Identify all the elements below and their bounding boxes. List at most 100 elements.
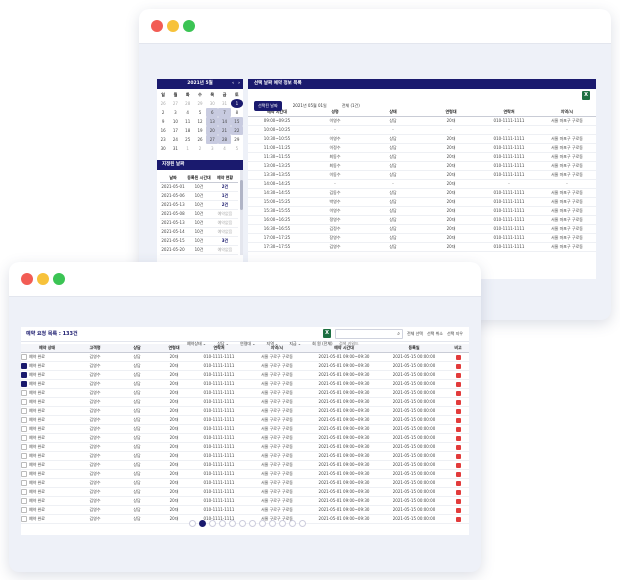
filter-member[interactable]: 회 원 (전체) (312, 341, 333, 346)
calendar-day[interactable]: 26 (197, 137, 203, 142)
page-dot[interactable] (288, 520, 296, 527)
delete-icon[interactable] (455, 507, 461, 513)
search-input[interactable] (336, 340, 391, 347)
table-row[interactable]: 2021-05-08 10건 예약없음 (160, 209, 238, 219)
delete-icon[interactable] (455, 462, 461, 468)
excel-icon[interactable]: X (582, 91, 590, 100)
row-checkbox[interactable] (21, 453, 27, 459)
delete-icon[interactable] (455, 372, 461, 378)
table-row[interactable]: 예약 완료 김영수 상담 20대 010-1111-1111 서울 구로구 구로동 2021… (21, 469, 469, 479)
calendar-day[interactable]: 29 (197, 101, 203, 106)
calendar-day[interactable]: 11 (185, 119, 191, 124)
calendar-day[interactable]: 31 (172, 146, 178, 151)
chevron-down-icon[interactable]: ⌄ (252, 341, 256, 346)
chevron-left-icon[interactable]: ‹ (232, 81, 234, 86)
table-row[interactable]: 예약 완료 김영수 상담 20대 010-1111-1111 서울 구로구 구로동 2021… (21, 424, 469, 434)
chevron-right-icon[interactable]: › (238, 81, 240, 86)
page-dot[interactable] (268, 520, 276, 527)
delete-icon[interactable] (455, 381, 461, 387)
table-row[interactable]: 13:30~13:55 이동수 상담 20대 010-1111-1111 서울 마포구 구… (248, 170, 596, 180)
delete-selection-button[interactable]: 선택 지우 (447, 331, 463, 336)
close-dot-icon[interactable] (21, 273, 33, 285)
table-row[interactable]: 2021-05-15 10건 3건 (160, 236, 238, 246)
calendar-day[interactable]: 23 (160, 137, 166, 142)
calendar-day[interactable]: 16 (160, 128, 166, 133)
row-checkbox[interactable] (21, 372, 27, 378)
table-row[interactable]: 예약 완료 김영수 상담 20대 010-1111-1111 서울 구로구 구로동 2021… (21, 433, 469, 443)
delete-icon[interactable] (455, 354, 461, 360)
calendar-day[interactable]: 8 (235, 110, 239, 115)
calendar-day[interactable]: 17 (172, 128, 178, 133)
delete-icon[interactable] (455, 390, 461, 396)
table-row[interactable]: 2021-05-20 10건 예약없음 (160, 245, 238, 255)
row-checkbox[interactable] (21, 417, 27, 423)
row-checkbox[interactable] (21, 462, 27, 468)
row-checkbox[interactable] (21, 354, 27, 360)
table-row[interactable]: 예약 완료 김영수 상담 20대 010-1111-1111 서울 구로구 구로동 2021… (21, 361, 469, 371)
maximize-dot-icon[interactable] (53, 273, 65, 285)
table-row[interactable]: 09:00~09:25 이영수 상담 20대 010-1111-1111 서울 마포구 구… (248, 116, 596, 126)
calendar-day[interactable]: 1 (186, 146, 189, 151)
page-dot[interactable] (188, 520, 196, 527)
table-row[interactable]: 예약 완료 김영수 상담 20대 010-1111-1111 서울 구로구 구로동 2021… (21, 379, 469, 389)
row-checkbox[interactable] (21, 399, 27, 405)
excel-icon[interactable]: X (323, 329, 331, 338)
filter-region[interactable]: 지역 (266, 341, 274, 346)
table-row[interactable]: 2021-05-14 10건 예약없음 (160, 227, 238, 237)
chevron-down-icon[interactable]: ⌄ (202, 341, 207, 346)
table-row[interactable]: 17:00~17:25 장영수 상담 20대 010-1111-1111 서울 마포구 구… (248, 233, 596, 243)
row-checkbox[interactable] (21, 363, 27, 369)
table-row[interactable]: 2021-05-01 10건 2건 (160, 182, 238, 192)
row-checkbox[interactable] (21, 498, 27, 504)
delete-icon[interactable] (455, 426, 461, 432)
table-row[interactable]: 예약 완료 김영수 상담 20대 010-1111-1111 서울 구로구 구로동 2021… (21, 478, 469, 488)
calendar-day[interactable]: 27 (172, 101, 178, 106)
scrollbar-thumb[interactable] (240, 180, 243, 210)
delete-icon[interactable] (455, 471, 461, 477)
table-row[interactable]: 예약 완료 김영수 상담 20대 010-1111-1111 서울 구로구 구로동 2021… (21, 352, 469, 362)
scrollbar[interactable] (240, 170, 243, 255)
page-dot[interactable] (298, 520, 306, 527)
table-row[interactable]: 17:30~17:55 김영수 상담 20대 010-1111-1111 서울 마포구 구… (248, 242, 596, 252)
calendar-day[interactable]: 5 (198, 110, 202, 115)
calendar-day[interactable]: 2 (161, 110, 165, 115)
calendar-day[interactable]: 3 (210, 146, 214, 151)
table-row[interactable]: 2021-05-13 10건 2건 (160, 200, 238, 210)
calendar-day[interactable]: 18 (185, 128, 191, 133)
delete-icon[interactable] (455, 489, 461, 495)
calendar-day[interactable]: 22 (230, 126, 243, 135)
minimize-dot-icon[interactable] (37, 273, 49, 285)
delete-icon[interactable] (455, 516, 461, 522)
calendar-day[interactable]: 29 (234, 137, 240, 142)
page-dot[interactable] (198, 520, 206, 527)
chevron-down-icon[interactable]: ⌄ (225, 341, 229, 346)
table-row[interactable]: 16:30~16:55 김정수 상담 20대 010-1111-1111 서울 마포구 구… (248, 224, 596, 234)
delete-icon[interactable] (455, 435, 461, 441)
calendar-day[interactable]: 19 (197, 128, 203, 133)
page-dot[interactable] (228, 520, 236, 527)
calendar-day[interactable]: 26 (160, 101, 166, 106)
calendar-day[interactable]: 30 (209, 101, 215, 106)
minimize-dot-icon[interactable] (167, 20, 179, 32)
table-row[interactable]: 예약 완료 김영수 상담 20대 010-1111-1111 서울 구로구 구로동 2021… (21, 496, 469, 506)
table-row[interactable]: 11:00~11:25 이정수 상담 20대 010-1111-1111 서울 마포구 구… (248, 143, 596, 153)
calendar-day[interactable]: 31 (222, 101, 228, 106)
calendar-day[interactable]: 2 (198, 146, 202, 151)
calendar-day[interactable]: 13 (206, 117, 219, 126)
row-checkbox[interactable] (21, 435, 27, 441)
table-row[interactable]: 예약 완료 김영수 상담 20대 010-1111-1111 서울 구로구 구로동 2021… (21, 397, 469, 407)
page-dot[interactable] (218, 520, 226, 527)
delete-icon[interactable] (455, 498, 461, 504)
delete-icon[interactable] (455, 453, 461, 459)
tab-selected-date[interactable]: 선택된 날짜 (254, 101, 282, 111)
table-row[interactable]: 2021-05-06 10건 1건 (160, 191, 238, 201)
row-checkbox[interactable] (21, 507, 27, 513)
table-row[interactable]: 10:30~10:55 이영수 상담 20대 010-1111-1111 서울 마포구 구… (248, 134, 596, 144)
table-row[interactable]: 14:00~14:25- -20대 - - (248, 179, 596, 189)
row-checkbox[interactable] (21, 390, 27, 396)
table-row[interactable]: 15:30~15:55 이영수 상담 20대 010-1111-1111 서울 마포구 구… (248, 206, 596, 216)
calendar-day[interactable]: 5 (235, 146, 239, 151)
calendar-day[interactable]: 6 (206, 108, 219, 117)
page-dot[interactable] (278, 520, 286, 527)
chevron-down-icon[interactable]: ⌄ (274, 341, 279, 346)
